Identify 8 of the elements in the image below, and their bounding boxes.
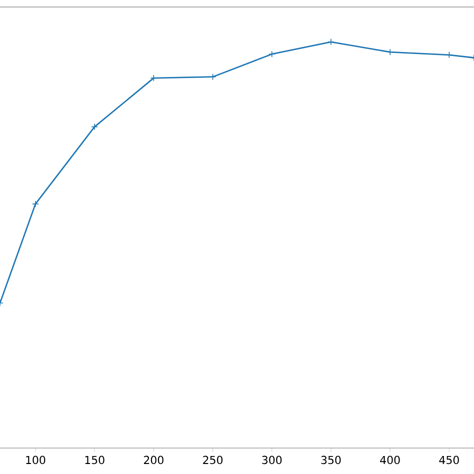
x-tick-label: 350 [321, 456, 341, 464]
x-tick-label: 450 [439, 456, 459, 464]
x-tick-label: 400 [380, 456, 400, 464]
x-tick-label: 250 [203, 456, 223, 464]
x-tick-label: 150 [85, 456, 104, 464]
x-tick-label: 200 [144, 456, 164, 464]
x-tick-label: 300 [262, 456, 282, 464]
x-tick-label: 100 [26, 456, 46, 464]
